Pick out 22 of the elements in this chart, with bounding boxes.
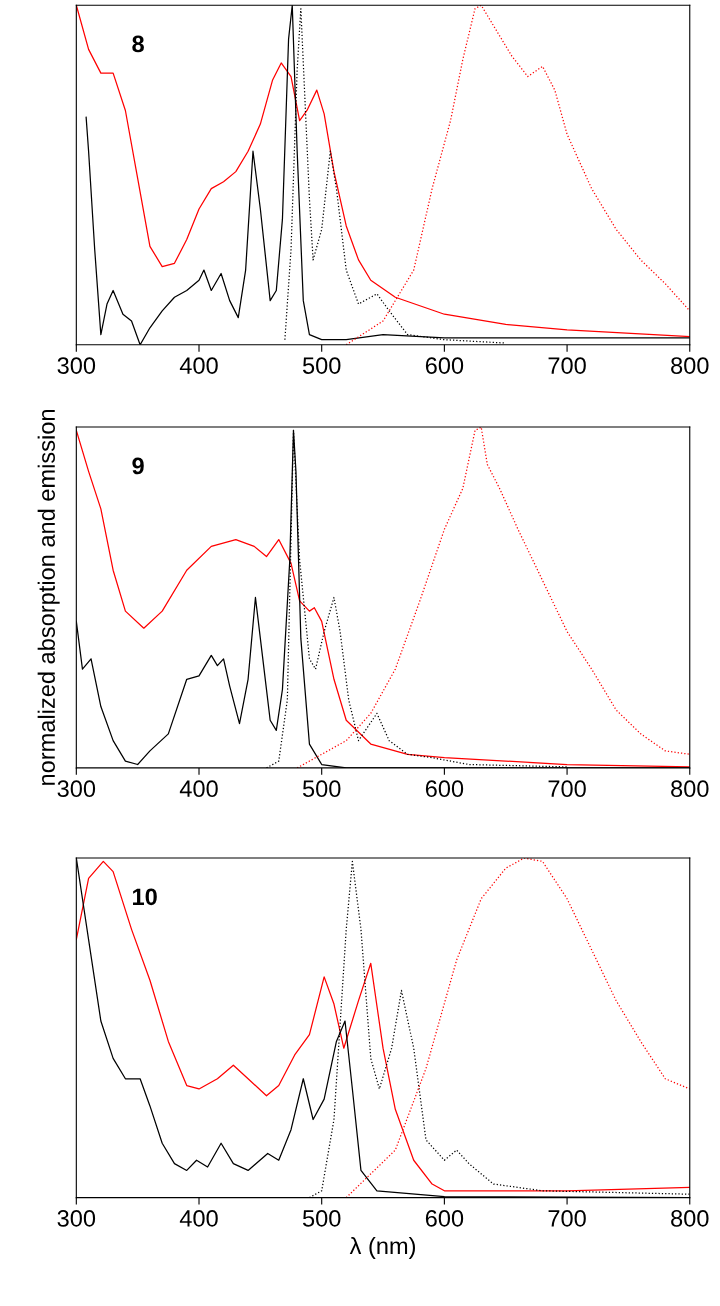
x-tick-label: 700 — [548, 357, 586, 374]
x-tick-label: 500 — [302, 780, 341, 798]
annotation: 8 — [132, 35, 144, 53]
x-tick-label: 700 — [548, 780, 586, 798]
x-tick-label: 800 — [671, 780, 709, 798]
x-tick-label: 300 — [57, 1210, 96, 1227]
x-tick-label: 300 — [57, 357, 96, 374]
annotation: 9 — [132, 457, 144, 475]
x-tick-label: 400 — [179, 357, 218, 374]
x-tick-label: 600 — [425, 780, 464, 798]
x-tick-label: 700 — [548, 1210, 586, 1227]
x-tick-label: 500 — [302, 357, 341, 374]
x-tick-label: 400 — [179, 780, 218, 798]
x-tick-label: 600 — [425, 1210, 464, 1227]
x-tick-label: 600 — [425, 357, 464, 374]
x-tick-label: 500 — [302, 1210, 341, 1227]
x-tick-label: 800 — [671, 1210, 709, 1227]
x-tick-label: 400 — [179, 1210, 218, 1227]
x-axis-title: λ (nm) — [349, 1236, 416, 1259]
annotation: 10 — [133, 888, 157, 906]
x-tick-label: 300 — [57, 780, 96, 798]
x-tick-label: 800 — [671, 357, 709, 374]
